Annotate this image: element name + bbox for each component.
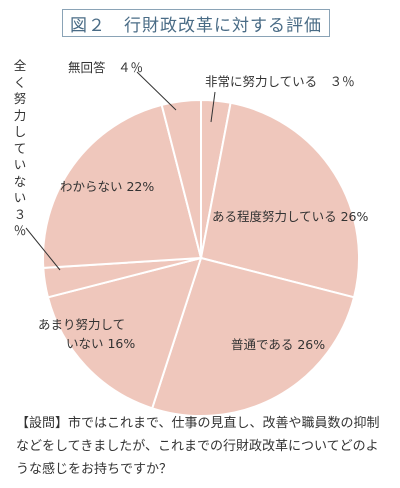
survey-question: 【設問】市ではこれまで、仕事の見直し、改善や職員数の抑制などをしてきましたが、こ… xyxy=(16,412,388,481)
slice-label-somewhat-hard: ある程度努力している 26% xyxy=(212,209,369,224)
question-text: 市ではこれまで、仕事の見直し、改善や職員数の抑制などをしてきましたが、これまでの… xyxy=(16,416,380,477)
slice-label-not-at-all: 全く努力していない ３ ％ xyxy=(13,58,27,238)
slice-label-very-hard: 非常に努力している ３％ xyxy=(205,74,355,89)
pie-slice-no-answer xyxy=(160,98,202,259)
pie-slice-somewhat-hard xyxy=(199,101,360,299)
slice-label-not-much-line2: いない 16% xyxy=(66,336,135,351)
pie-slice-dont-know xyxy=(41,103,203,269)
slice-label-normal: 普通である 26% xyxy=(231,337,325,352)
question-prefix: 【設問】 xyxy=(16,416,69,431)
leader-line-very-hard xyxy=(210,91,216,123)
pie-slice-not-much xyxy=(46,256,203,410)
title-text: 行財政改革に対する評価 xyxy=(124,15,322,36)
figure-number: 図２ xyxy=(70,15,106,36)
leader-line-not-at-all xyxy=(25,227,61,271)
pie-slice-normal xyxy=(150,256,356,417)
slice-label-not-much-line1: あまり努力して xyxy=(38,317,125,332)
slice-label-dont-know: わからない 22% xyxy=(60,179,154,194)
chart-title: 図２ 行財政改革に対する評価 xyxy=(62,9,330,37)
leader-line-no-answer xyxy=(136,71,177,111)
slice-label-no-answer: 無回答 ４％ xyxy=(68,60,143,75)
